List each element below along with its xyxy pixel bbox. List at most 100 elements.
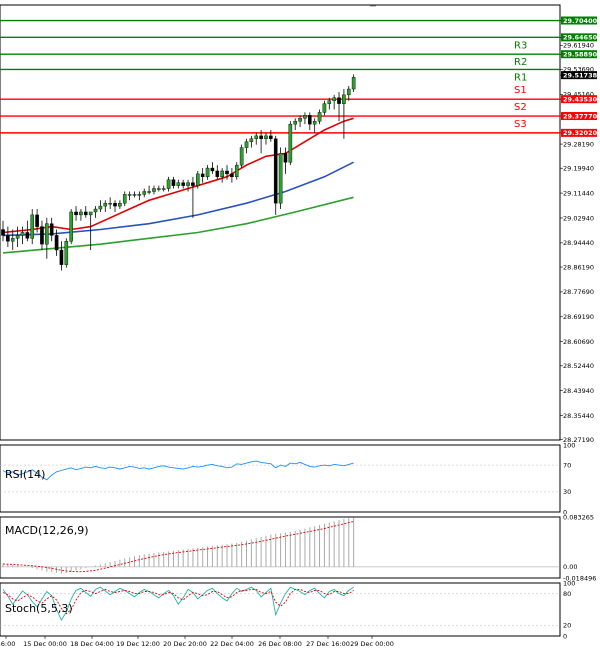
price-tag-label: 29.70400 bbox=[563, 17, 598, 25]
rsi-label: RSI(14) bbox=[5, 468, 45, 481]
y-tick-label: 29.53690 bbox=[563, 66, 594, 74]
price-tag bbox=[561, 16, 597, 25]
candle-body bbox=[283, 153, 288, 163]
x-tick-label: 20 Dec 20:00 bbox=[163, 640, 207, 648]
candle-body bbox=[351, 77, 356, 90]
candle-body bbox=[74, 211, 78, 216]
candle-body bbox=[127, 194, 132, 196]
level-label-r1: R1 bbox=[514, 72, 527, 83]
candle-body bbox=[317, 112, 322, 122]
candle-body bbox=[15, 235, 20, 239]
y-tick-label: 29.11440 bbox=[563, 189, 594, 197]
candle-body bbox=[200, 173, 205, 178]
x-tick-label: 18 Dec 04:00 bbox=[70, 640, 114, 648]
y-tick-label: 28.35440 bbox=[563, 412, 594, 420]
candle-body bbox=[259, 135, 263, 139]
candle-body bbox=[176, 182, 181, 186]
macd-label: MACD(12,26,9) bbox=[5, 524, 89, 537]
candle-body bbox=[103, 202, 108, 207]
y-tick-label: 29.02940 bbox=[563, 214, 594, 222]
candle-body bbox=[322, 103, 327, 113]
candle-body bbox=[244, 141, 249, 148]
rsi-tick-label: 70 bbox=[563, 461, 571, 469]
price-tag bbox=[561, 71, 597, 80]
y-tick-label: 29.19940 bbox=[563, 165, 594, 173]
candle-body bbox=[20, 232, 25, 236]
candle-body bbox=[132, 194, 137, 196]
candle-body bbox=[171, 179, 176, 186]
candle-body bbox=[108, 202, 112, 205]
y-tick-label: 29.61940 bbox=[563, 42, 594, 50]
candle-body bbox=[45, 223, 49, 245]
stoch-tick-label: 0 bbox=[563, 632, 567, 640]
stoch-label: Stoch(5,5,3) bbox=[5, 602, 73, 615]
level-label-r3: R3 bbox=[514, 40, 527, 51]
candle-body bbox=[30, 214, 35, 239]
candle-body bbox=[308, 115, 312, 125]
candle-body bbox=[166, 179, 171, 189]
main-frame bbox=[0, 4, 561, 441]
candle-body bbox=[215, 170, 220, 178]
level-label-s3: S3 bbox=[514, 119, 527, 130]
candle-body bbox=[342, 94, 346, 104]
candle-body bbox=[157, 188, 161, 190]
rsi-line bbox=[2, 460, 354, 481]
price-tag-label: 29.32020 bbox=[563, 129, 598, 137]
candle-body bbox=[327, 100, 332, 104]
price-tag-label: 29.58890 bbox=[563, 51, 598, 59]
rsi-tick-label: 0 bbox=[563, 508, 567, 516]
y-tick-label: 29.28190 bbox=[563, 140, 594, 148]
y-tick-label: 28.86190 bbox=[563, 263, 594, 271]
price-tag-label: 29.51738 bbox=[563, 71, 598, 79]
x-tick-label: 27 Dec 16:00 bbox=[306, 640, 350, 648]
y-tick-label: 28.52440 bbox=[563, 362, 594, 370]
candle-body bbox=[181, 182, 185, 186]
candle-body bbox=[249, 138, 254, 142]
candle-body bbox=[40, 226, 44, 245]
ma-blue-line bbox=[2, 161, 354, 237]
price-tag bbox=[561, 33, 597, 42]
macd-panel: 0.083265 0.00 -0.018496 MACD(12,26,9) bbox=[0, 513, 596, 582]
macd-tick-label: -0.018496 bbox=[563, 574, 596, 582]
candle-body bbox=[93, 208, 98, 213]
y-tick-label: 28.77690 bbox=[563, 288, 594, 296]
candle-body bbox=[59, 249, 64, 265]
candle-body bbox=[98, 205, 103, 210]
candle-body bbox=[35, 214, 39, 227]
macd-frame bbox=[0, 516, 561, 579]
candle-body bbox=[312, 121, 317, 125]
candle-body bbox=[122, 194, 127, 204]
price-tag-label: 29.43530 bbox=[563, 95, 598, 103]
candle-body bbox=[210, 167, 215, 172]
y-tick-label: 28.94440 bbox=[563, 239, 594, 247]
candle-body bbox=[264, 135, 268, 139]
price-tag-label: 29.37770 bbox=[563, 112, 598, 120]
candle-body bbox=[186, 182, 190, 186]
rsi-tick-label: 100 bbox=[563, 441, 575, 449]
candle-body bbox=[147, 191, 151, 193]
candle-body bbox=[113, 202, 117, 207]
level-label-s2: S2 bbox=[514, 102, 527, 113]
candle-body bbox=[1, 229, 5, 236]
y-tick-label: 28.27190 bbox=[563, 436, 594, 444]
macd-tick-label: 0.00 bbox=[563, 563, 577, 571]
x-tick-label: 19 Dec 12:00 bbox=[116, 640, 160, 648]
candle-body bbox=[234, 164, 239, 178]
candle-body bbox=[269, 135, 273, 139]
level-label-r2: R2 bbox=[514, 57, 527, 68]
candle-body bbox=[288, 123, 293, 163]
ma-green-line bbox=[2, 196, 354, 254]
y-tick-label: 28.69190 bbox=[563, 313, 594, 321]
stoch-tick-label: 80 bbox=[563, 590, 571, 598]
price-tag bbox=[561, 112, 597, 121]
candle-body bbox=[118, 202, 122, 207]
candle-body bbox=[83, 211, 88, 216]
candle-body bbox=[191, 182, 195, 186]
x-tick-label: 16:00 bbox=[0, 640, 15, 648]
x-tick-label: 22 Dec 04:00 bbox=[210, 640, 254, 648]
candle-body bbox=[230, 173, 234, 178]
candle-body bbox=[293, 121, 298, 125]
candle-body bbox=[10, 238, 15, 242]
